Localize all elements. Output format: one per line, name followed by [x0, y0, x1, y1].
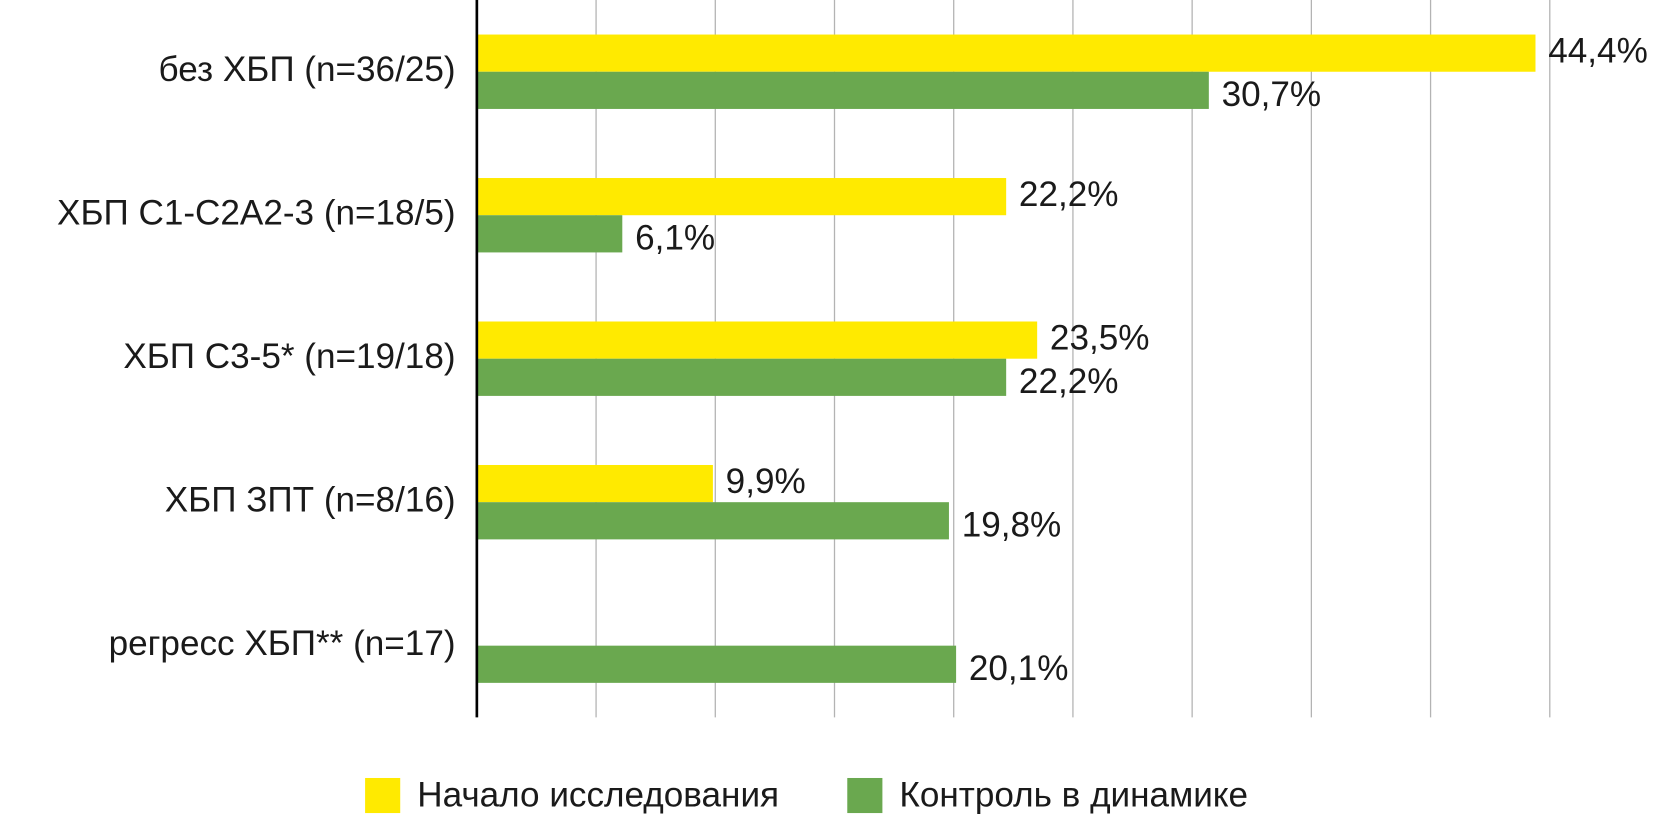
- bar: [476, 358, 1007, 396]
- data-label: 20,1%: [969, 649, 1069, 688]
- bar: [476, 178, 1007, 216]
- data-label: 30,7%: [1222, 75, 1322, 114]
- bar: [476, 645, 957, 683]
- data-label: 22,2%: [1019, 362, 1119, 401]
- legend-label: Контроль в динамике: [899, 775, 1248, 814]
- y-tick-label: ХБП С1-С2А2-3 (n=18/5): [57, 194, 456, 233]
- bar: [476, 464, 713, 503]
- data-label: 44,4%: [1548, 31, 1648, 70]
- y-tick-label: без ХБП (n=36/25): [159, 50, 456, 89]
- legend-label: Начало исследования: [417, 775, 779, 814]
- data-label: 22,2%: [1019, 175, 1119, 214]
- y-tick-label: ХБП ЗПТ (n=8/16): [165, 480, 456, 519]
- data-label: 9,9%: [726, 462, 806, 501]
- data-label: 6,1%: [635, 218, 715, 257]
- bar: [476, 321, 1038, 359]
- bar: [476, 71, 1209, 109]
- legend-swatch: [847, 777, 883, 814]
- data-label: 19,8%: [962, 505, 1062, 544]
- bar: [476, 34, 1536, 72]
- bar: [476, 502, 949, 540]
- data-label: 23,5%: [1050, 318, 1150, 357]
- y-tick-label: регресс ХБП** (n=17): [109, 624, 456, 663]
- legend-swatch: [365, 777, 401, 814]
- y-tick-label: ХБП С3-5* (n=19/18): [123, 337, 455, 376]
- bar: [476, 215, 623, 253]
